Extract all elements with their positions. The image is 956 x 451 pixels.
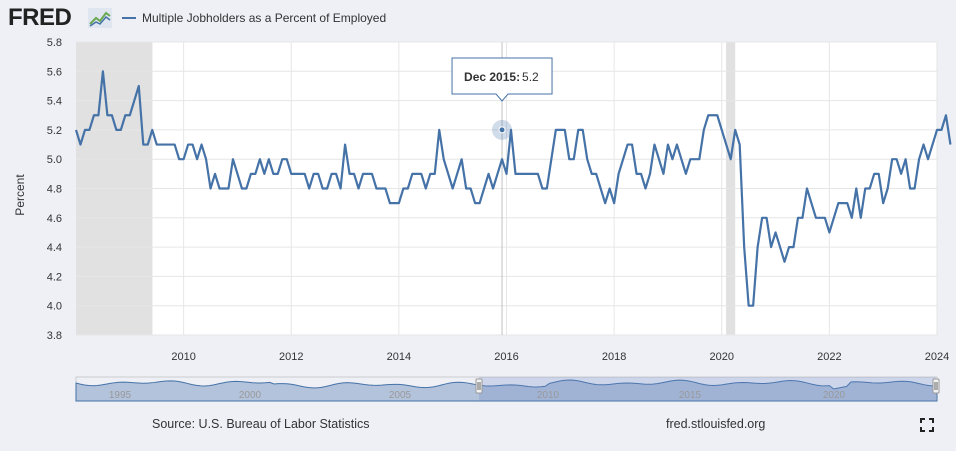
tooltip-date: Dec 2015: [464, 70, 520, 84]
navigator-year-label: 2010 [537, 390, 560, 401]
y-tick-label: 4.0 [47, 301, 62, 313]
source-note: Source: U.S. Bureau of Labor Statistics [152, 417, 370, 431]
site-link[interactable]: fred.stlouisfed.org [666, 417, 766, 431]
y-tick-label: 4.6 [47, 213, 62, 225]
navigator-series [75, 379, 938, 402]
series-line-1[interactable] [74, 70, 952, 307]
tooltip-value: 5.2 [522, 70, 539, 84]
y-tick-label: 4.2 [47, 271, 62, 283]
navigator-year-label: 2000 [239, 390, 262, 401]
navigator-handle-left[interactable] [475, 378, 483, 394]
legend-series-swatch [122, 17, 136, 19]
navigator-year-label: 2015 [679, 390, 702, 401]
legend[interactable]: Multiple Jobholders as a Percent of Empl… [122, 11, 386, 25]
x-tick-label: 2020 [710, 351, 734, 363]
y-tick-label: 5.4 [47, 96, 62, 108]
y-tick-label: 5.0 [47, 154, 62, 166]
legend-series-label: Multiple Jobholders as a Percent of Empl… [142, 11, 387, 25]
y-tick-label: 4.8 [47, 184, 62, 196]
navigator-year-label: 2005 [389, 390, 412, 401]
y-tick-label: 5.6 [47, 66, 62, 78]
y-tick-label: 5.2 [47, 125, 62, 137]
fullscreen-icon[interactable] [920, 418, 934, 432]
x-tick-label: 2018 [602, 351, 626, 363]
hover-point[interactable] [498, 126, 506, 134]
x-tick-label: 2014 [387, 351, 411, 363]
x-tick-label: 2024 [925, 351, 949, 363]
chart-header: FRED Multiple Jobholders as a Percent of… [0, 0, 956, 38]
x-tick-label: 2010 [171, 351, 195, 363]
y-tick-label: 4.4 [47, 242, 62, 254]
x-tick-label: 2022 [817, 351, 841, 363]
x-tick-label: 2016 [494, 351, 518, 363]
y-axis-label: Percent [13, 174, 27, 216]
tooltip-box [451, 57, 553, 102]
fred-logo-graph-icon [88, 8, 112, 28]
y-tick-label: 3.8 [47, 330, 62, 342]
navigator-year-label: 2020 [823, 390, 846, 401]
navigator-selection[interactable] [479, 377, 936, 401]
navigator-year-label: 1995 [109, 390, 132, 401]
navigator-handle-right[interactable] [932, 378, 940, 394]
fred-logo[interactable]: FRED [8, 4, 72, 31]
x-tick-label: 2012 [279, 351, 303, 363]
y-tick-label: 5.8 [47, 37, 62, 49]
